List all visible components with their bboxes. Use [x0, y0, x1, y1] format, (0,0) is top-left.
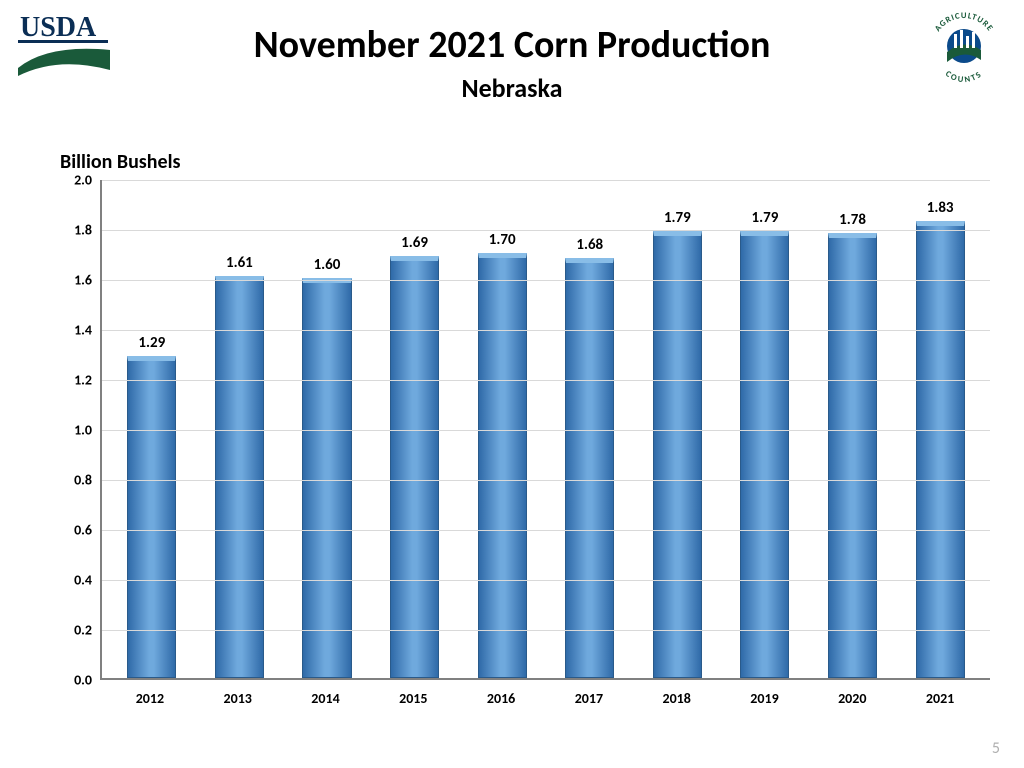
- bar-slot: 1.83: [896, 180, 984, 678]
- bar-slot: 1.29: [108, 180, 196, 678]
- bar-slot: 1.69: [371, 180, 459, 678]
- y-tick-label: 2.0: [50, 172, 92, 189]
- x-tick-label: 2016: [457, 684, 545, 710]
- gridline: [102, 580, 990, 581]
- bar-slot: 1.61: [196, 180, 284, 678]
- bar: [390, 256, 439, 679]
- bar-slot: 1.79: [634, 180, 722, 678]
- y-tick-label: 0.2: [50, 622, 92, 639]
- bar-value-label: 1.79: [752, 209, 779, 227]
- x-tick-label: 2019: [721, 684, 809, 710]
- gridline: [102, 430, 990, 431]
- x-tick-label: 2017: [545, 684, 633, 710]
- x-tick-label: 2013: [194, 684, 282, 710]
- bar-value-label: 1.29: [138, 334, 165, 352]
- bar-slot: 1.70: [458, 180, 546, 678]
- y-tick-label: 0.4: [50, 572, 92, 589]
- y-tick-label: 1.2: [50, 372, 92, 389]
- y-tick-label: 1.6: [50, 272, 92, 289]
- bar-value-label: 1.69: [401, 234, 428, 252]
- x-tick-label: 2018: [633, 684, 721, 710]
- gridline: [102, 330, 990, 331]
- bar-value-label: 1.61: [226, 254, 253, 272]
- y-axis-title: Billion Bushels: [60, 150, 180, 174]
- x-tick-label: 2015: [369, 684, 457, 710]
- bar: [916, 221, 965, 679]
- bar-value-label: 1.68: [576, 236, 603, 254]
- bar-value-label: 1.83: [927, 199, 954, 217]
- y-tick-label: 0.8: [50, 472, 92, 489]
- gridline: [102, 230, 990, 231]
- page-title: November 2021 Corn Production: [0, 22, 1024, 68]
- x-tick-label: 2021: [896, 684, 984, 710]
- bar: [215, 276, 264, 679]
- x-tick-label: 2014: [282, 684, 370, 710]
- page-subtitle: Nebraska: [0, 72, 1024, 104]
- gridline: [102, 530, 990, 531]
- bar-value-label: 1.79: [664, 209, 691, 227]
- y-tick-label: 0.0: [50, 672, 92, 689]
- bar: [653, 231, 702, 679]
- gridline: [102, 380, 990, 381]
- gridline: [102, 480, 990, 481]
- x-axis-labels: 2012201320142015201620172018201920202021: [100, 684, 990, 710]
- bar: [565, 258, 614, 678]
- gridline: [102, 630, 990, 631]
- y-tick-label: 1.0: [50, 422, 92, 439]
- plot-region: 1.29 1.61 1.60 1.69 1.70 1.68 1.79 1.79 1.78 1.83: [100, 180, 990, 680]
- bar-container: 1.29 1.61 1.60 1.69 1.70 1.68 1.79 1.79 1.78 1.83: [102, 180, 990, 678]
- x-tick-label: 2020: [808, 684, 896, 710]
- gridline: [102, 180, 990, 181]
- bar: [740, 231, 789, 679]
- bar: [828, 233, 877, 678]
- bar-slot: 1.79: [721, 180, 809, 678]
- bar-value-label: 1.78: [839, 211, 866, 229]
- bar-value-label: 1.60: [314, 256, 341, 274]
- chart-area: 1.29 1.61 1.60 1.69 1.70 1.68 1.79 1.79 1.78 1.83…: [50, 180, 990, 710]
- page-number: 5: [992, 739, 1000, 758]
- bar-slot: 1.78: [809, 180, 897, 678]
- bar-slot: 1.60: [283, 180, 371, 678]
- y-tick-label: 1.8: [50, 222, 92, 239]
- y-tick-label: 0.6: [50, 522, 92, 539]
- bar-value-label: 1.70: [489, 231, 516, 249]
- y-tick-label: 1.4: [50, 322, 92, 339]
- bar: [302, 278, 351, 678]
- bar-slot: 1.68: [546, 180, 634, 678]
- gridline: [102, 280, 990, 281]
- x-tick-label: 2012: [106, 684, 194, 710]
- bar: [478, 253, 527, 678]
